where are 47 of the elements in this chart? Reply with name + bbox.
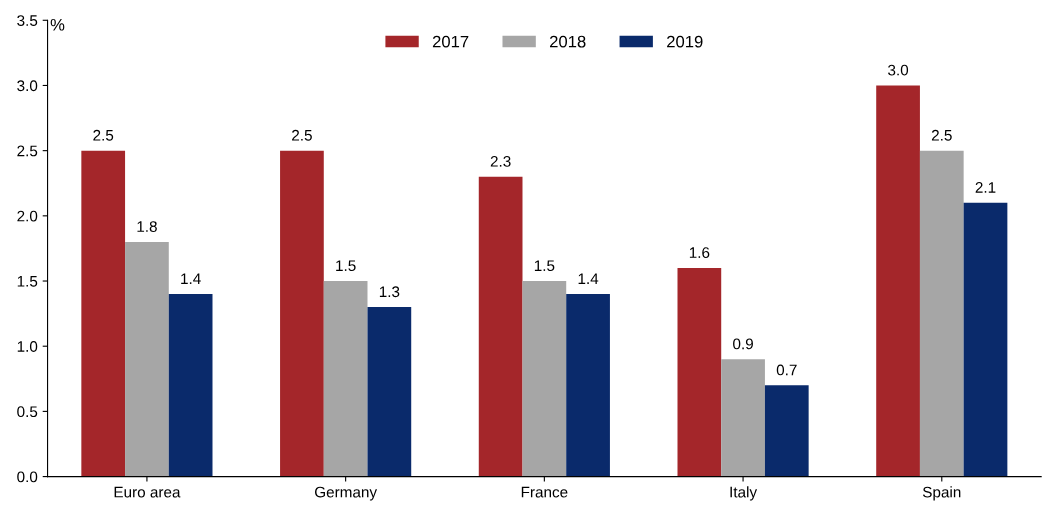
y-tick-label: 2.0: [17, 210, 38, 222]
x-tick-label: Spain: [922, 486, 961, 501]
y-tick-label: 1.5: [17, 276, 38, 287]
bar: [764, 385, 809, 477]
bar: [168, 294, 213, 477]
legend-label: 2018: [549, 35, 586, 48]
bar: [876, 85, 920, 477]
data-label: 1.5: [534, 260, 555, 272]
bar: [125, 241, 169, 477]
data-label: 1.3: [379, 286, 400, 298]
y-tick-label: 0.0: [17, 471, 38, 483]
bar: [566, 294, 610, 477]
data-label: 3.0: [888, 64, 909, 76]
data-label: 1.5: [336, 260, 356, 272]
x-tick-label: France: [521, 486, 568, 498]
y-tick-label: 2.5: [17, 145, 38, 157]
bar: [721, 359, 765, 477]
data-label: 1.6: [689, 247, 710, 259]
data-label: 2.1: [975, 182, 996, 193]
bar: [677, 267, 722, 477]
bar: [323, 281, 368, 477]
bar: [963, 202, 1008, 477]
bar: [280, 150, 324, 477]
bar: [522, 281, 567, 477]
data-label: 2.5: [292, 129, 312, 141]
legend-label: 2019: [667, 35, 703, 48]
bar: [919, 150, 964, 477]
data-label: 1.8: [137, 221, 157, 232]
x-tick-label: Germany: [315, 486, 378, 501]
x-tick-label: Euro area: [114, 486, 181, 498]
bar: [478, 176, 523, 477]
data-label: 1.4: [181, 273, 201, 284]
data-label: 2.5: [93, 129, 114, 141]
data-label: 0.7: [776, 364, 797, 376]
y-tick-label: 3.5: [17, 15, 38, 26]
x-tick-label: Italy: [730, 486, 758, 501]
legend-label: 2017: [432, 35, 469, 48]
y-tick-label: 1.0: [17, 341, 38, 352]
y-tick-label: 3.0: [17, 80, 38, 92]
bar: [367, 307, 412, 477]
bar: [81, 150, 126, 477]
data-label: 1.4: [578, 273, 599, 284]
y-axis-title: %: [50, 18, 65, 31]
data-label: 0.9: [733, 338, 753, 350]
data-label: 2.3: [490, 155, 511, 167]
y-tick-label: 0.5: [17, 406, 38, 418]
data-label: 2.5: [931, 129, 952, 141]
